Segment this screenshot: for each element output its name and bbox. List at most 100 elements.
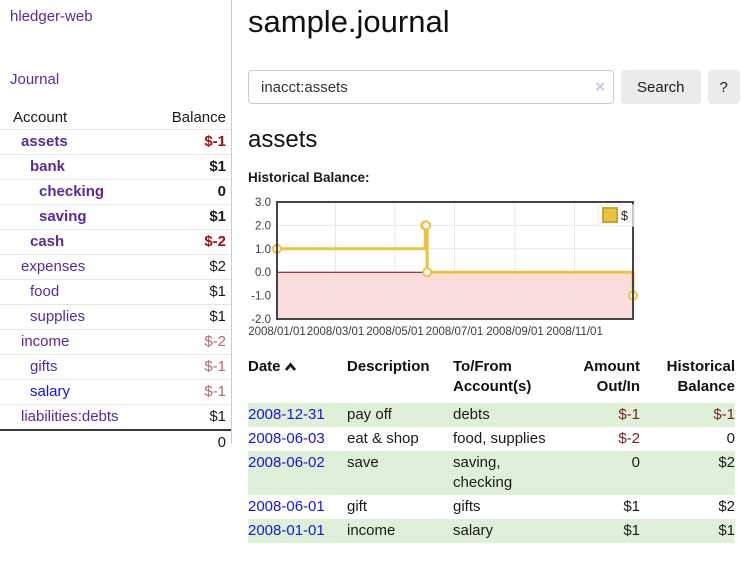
account-balance: $-2 xyxy=(145,229,231,255)
register-header-amount-out-in: Amount Out/In xyxy=(583,358,640,395)
svg-text:2008/09/01: 2008/09/01 xyxy=(486,326,544,338)
help-button[interactable]: ? xyxy=(707,70,740,104)
register-row: 2008-12-31 pay off debts $-1 $-1 xyxy=(248,403,735,427)
svg-text:2008/01/01: 2008/01/01 xyxy=(248,326,306,338)
sort-ascending-icon xyxy=(284,362,296,371)
transaction-amount: 0 xyxy=(631,454,640,471)
transaction-balance: $2 xyxy=(718,454,735,471)
transaction-balance: $1 xyxy=(718,522,735,539)
account-balance: $-2 xyxy=(145,329,231,355)
accounts-total-row: 0 xyxy=(0,429,231,455)
account-link[interactable]: income xyxy=(21,333,70,350)
account-balance: $1 xyxy=(145,304,231,330)
account-link[interactable]: gifts xyxy=(30,358,58,375)
transaction-description: pay off xyxy=(347,406,392,423)
transaction-accounts: gifts xyxy=(453,498,481,515)
account-link[interactable]: cash xyxy=(30,233,65,250)
account-balance: $1 xyxy=(145,154,231,180)
account-row: income $-2 xyxy=(0,329,231,355)
account-heading: assets xyxy=(248,126,318,153)
register-header-description: Description xyxy=(347,358,430,375)
transaction-accounts: salary xyxy=(453,522,494,539)
transaction-date-link[interactable]: 2008-12-31 xyxy=(248,406,325,423)
svg-text:3.0: 3.0 xyxy=(255,197,271,209)
account-balance: $-1 xyxy=(145,379,231,405)
accounts-header-balance: Balance xyxy=(171,109,226,126)
transaction-accounts: debts xyxy=(453,406,490,423)
account-row: cash $-2 xyxy=(0,229,231,255)
register-header-row: Date Description To/From Account(s) Amount … xyxy=(248,355,735,403)
register-row: 2008-06-02 save saving, checking 0 $2 xyxy=(248,451,735,495)
account-link[interactable]: checking xyxy=(39,183,105,200)
transaction-amount: $1 xyxy=(623,498,640,515)
account-row: expenses $2 xyxy=(0,254,231,280)
accounts-header-account: Account xyxy=(13,109,68,126)
account-link[interactable]: liabilities:debts xyxy=(21,408,119,425)
brand-link[interactable]: hledger-web xyxy=(10,8,93,25)
svg-text:-1.0: -1.0 xyxy=(251,291,271,303)
account-row: assets $-1 xyxy=(0,129,231,155)
search-form: × Search ? xyxy=(248,70,742,104)
search-input[interactable] xyxy=(248,70,614,104)
account-balance: $2 xyxy=(145,254,231,280)
historical-balance-chart: $3.0 2.0 1.0 0.0 -1.0 -2.0 2008/01/01 2008/03/0… xyxy=(248,195,742,341)
legend-swatch xyxy=(602,207,618,223)
account-link[interactable]: food xyxy=(30,283,60,300)
svg-text:2008/11/01: 2008/11/01 xyxy=(546,326,603,338)
accounts-table: Account Balance assets $-1 bank $1 checking 0… xyxy=(0,106,231,455)
page-title: sample.journal xyxy=(248,4,450,39)
svg-text:2008/07/01: 2008/07/01 xyxy=(426,326,484,338)
main-content: sample.journal × Search ? assets Histori… xyxy=(248,0,742,543)
register-header-to-from-account-s-: To/From Account(s) xyxy=(453,358,532,395)
account-balance: $-1 xyxy=(145,354,231,380)
account-row: bank $1 xyxy=(0,154,231,180)
transaction-description: gift xyxy=(347,498,368,515)
account-row: supplies $1 xyxy=(0,304,231,330)
data-point-marker xyxy=(421,220,432,231)
accounts-total-value: 0 xyxy=(145,429,231,455)
account-balance: $1 xyxy=(145,404,231,430)
transaction-description: eat & shop xyxy=(347,430,419,447)
account-link[interactable]: expenses xyxy=(21,258,86,275)
account-row: saving $1 xyxy=(0,204,231,230)
account-row: gifts $-1 xyxy=(0,354,231,380)
svg-text:1.0: 1.0 xyxy=(255,244,271,256)
account-link[interactable]: saving xyxy=(39,208,87,225)
transaction-date-link[interactable]: 2008-01-01 xyxy=(248,522,325,539)
account-balance: $-1 xyxy=(145,129,231,155)
transaction-date-link[interactable]: 2008-06-03 xyxy=(248,430,325,447)
transaction-balance: $-1 xyxy=(713,406,735,423)
account-link[interactable]: supplies xyxy=(30,308,86,325)
svg-text:0.0: 0.0 xyxy=(255,267,271,279)
account-row: food $1 xyxy=(0,279,231,305)
transaction-date-link[interactable]: 2008-06-02 xyxy=(248,454,325,471)
plot-border xyxy=(276,201,634,320)
transaction-description: save xyxy=(347,454,379,471)
sidebar-item-journal[interactable]: Journal xyxy=(10,71,60,88)
register-header-date[interactable]: Date xyxy=(248,355,347,403)
transaction-date-link[interactable]: 2008-06-01 xyxy=(248,498,325,515)
transaction-balance: $2 xyxy=(718,498,735,515)
transaction-amount: $-2 xyxy=(618,430,640,447)
legend-label: $ xyxy=(621,209,628,223)
register-row: 2008-01-01 income salary $1 $1 xyxy=(248,519,735,543)
account-link[interactable]: salary xyxy=(30,383,71,400)
account-link[interactable]: bank xyxy=(30,158,66,175)
account-link[interactable]: assets xyxy=(21,133,68,150)
account-balance: $1 xyxy=(145,279,231,305)
transaction-amount: $-1 xyxy=(618,406,640,423)
register-row: 2008-06-01 gift gifts $1 $2 xyxy=(248,495,735,519)
clear-search-icon[interactable]: × xyxy=(595,77,605,97)
transaction-accounts: food, supplies xyxy=(453,430,546,447)
account-row: salary $-1 xyxy=(0,379,231,405)
account-balance: 0 xyxy=(145,179,231,205)
transaction-description: income xyxy=(347,522,396,539)
account-balance: $1 xyxy=(145,204,231,230)
account-row: checking 0 xyxy=(0,179,231,205)
svg-text:2008/05/01: 2008/05/01 xyxy=(366,326,424,338)
accounts-header-row: Account Balance xyxy=(0,106,231,130)
chart-title: Historical Balance: xyxy=(248,170,370,185)
search-button[interactable]: Search xyxy=(621,70,701,104)
svg-text:2.0: 2.0 xyxy=(255,220,271,232)
svg-text:-2.0: -2.0 xyxy=(251,314,271,326)
